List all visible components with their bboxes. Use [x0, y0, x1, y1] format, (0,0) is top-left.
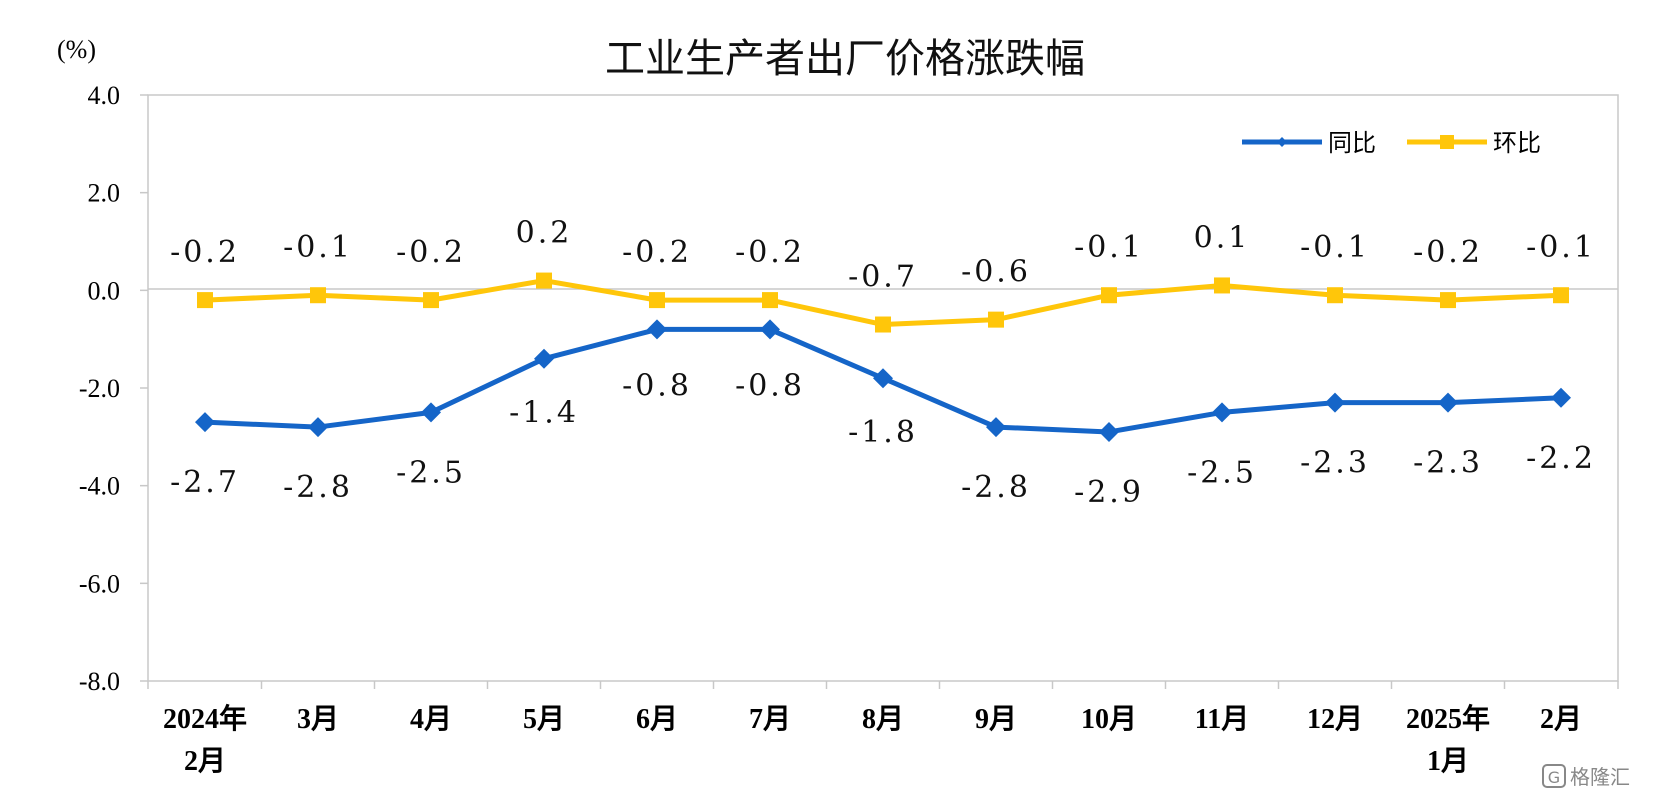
series-2-point — [423, 292, 439, 309]
series-1-point — [195, 412, 215, 433]
watermark-logo-letter: G — [1548, 768, 1560, 787]
x-tick-label: 6月 — [636, 704, 678, 735]
series-1-point — [1325, 392, 1345, 413]
watermark: G 格隆汇 — [1542, 764, 1630, 789]
series-2-point — [536, 272, 552, 289]
x-tick-label: 2月 — [1540, 704, 1582, 735]
series-1-point — [1438, 392, 1458, 413]
series-1-point — [421, 402, 441, 423]
y-tick-label: -4.0 — [79, 472, 120, 501]
series-2-point — [1214, 277, 1230, 294]
x-tick-label: 2024年 — [163, 702, 247, 735]
series-1-point — [760, 319, 780, 340]
x-tick-label: 12月 — [1307, 704, 1363, 735]
series-2-data-label: -0.1 — [1074, 230, 1144, 265]
series-1-data-label: -0.8 — [622, 368, 692, 403]
series-1-data-label: -2.3 — [1300, 446, 1370, 481]
series-layer — [195, 272, 1571, 442]
chart-title: 工业生产者出厂价格涨跌幅 — [605, 36, 1085, 82]
series-2-point — [1101, 287, 1117, 304]
series-1-data-label: -2.3 — [1413, 446, 1483, 481]
series-2-point — [310, 287, 326, 304]
legend-marker-1 — [1277, 137, 1287, 147]
series-1-point — [986, 417, 1006, 438]
series-2-point — [1553, 287, 1569, 304]
series-2-data-label: -0.6 — [961, 255, 1031, 290]
y-tick-label: 2.0 — [88, 179, 121, 208]
y-tick-label: -6.0 — [79, 569, 120, 598]
y-axis-ticks: 4.0 2.0 0.0 -2.0 -4.0 -6.0 -8.0 — [79, 81, 148, 696]
series-2-point — [988, 311, 1004, 328]
y-axis-unit-label: (%) — [57, 35, 96, 64]
x-tick-label: 10月 — [1081, 704, 1137, 735]
series-1-point — [1212, 402, 1232, 423]
series-2-data-label: -0.2 — [396, 235, 466, 270]
x-tick-label: 2月 — [184, 746, 226, 777]
series-1-point — [647, 319, 667, 340]
series-1-data-label: -2.7 — [170, 465, 240, 500]
series-1-data-label: -2.5 — [1187, 455, 1257, 490]
x-axis-ticks: 2024年 2月 3月 4月 5月 6月 7月 8月 9月 10月 11月 12月 2025年 1月 2月 — [147, 681, 1619, 777]
series-2-data-label: 0.2 — [516, 216, 573, 251]
legend-label-2: 环比 — [1493, 129, 1541, 157]
series-1-data-label: -0.8 — [735, 368, 805, 403]
series-2-data-label: -0.1 — [283, 230, 353, 265]
x-tick-label: 3月 — [297, 704, 339, 735]
series-1-point — [534, 348, 554, 369]
x-tick-label: 2025年 — [1406, 702, 1490, 735]
x-tick-label: 5月 — [523, 704, 565, 735]
series-1-point — [1099, 421, 1119, 442]
y-tick-label: 4.0 — [88, 81, 121, 110]
series-1-data-label: -2.8 — [283, 470, 353, 505]
x-tick-label: 9月 — [975, 704, 1017, 735]
series-2-data-label: -0.1 — [1526, 230, 1596, 265]
legend-label-1: 同比 — [1328, 129, 1376, 157]
series-1-point — [1551, 387, 1571, 408]
series-2-point — [649, 292, 665, 309]
x-tick-label: 7月 — [749, 704, 791, 735]
series-2-point — [1440, 292, 1456, 309]
series-2-data-label: -0.2 — [622, 235, 692, 270]
legend: 同比 环比 — [1242, 129, 1541, 157]
y-tick-label: -8.0 — [79, 667, 120, 696]
watermark-text: 格隆汇 — [1570, 765, 1630, 789]
series-1-point — [873, 368, 893, 389]
x-tick-label: 1月 — [1427, 746, 1469, 777]
series-2-data-label: -0.1 — [1300, 230, 1370, 265]
y-tick-label: 0.0 — [88, 276, 121, 305]
series-1-data-label: -2.5 — [396, 455, 466, 490]
series-1-data-label: -1.4 — [509, 396, 579, 431]
series-1-point — [308, 417, 328, 438]
series-1-data-label: -2.8 — [961, 470, 1031, 505]
x-tick-label: 8月 — [862, 704, 904, 735]
series-2-data-label: -0.2 — [735, 235, 805, 270]
series-1-data-label: -2.2 — [1526, 441, 1596, 476]
series-2-data-label: 0.1 — [1194, 220, 1251, 255]
legend-marker-2 — [1440, 135, 1454, 149]
series-2-data-label: -0.2 — [170, 235, 240, 270]
watermark-logo-icon — [1542, 764, 1566, 788]
x-tick-label: 11月 — [1195, 704, 1249, 735]
series-2-point — [762, 292, 778, 309]
x-tick-label: 4月 — [410, 704, 452, 735]
series-2-point — [1327, 287, 1343, 304]
series-2-point — [197, 292, 213, 309]
data-labels: -2.7 -2.8 -2.5 -1.4 -0.8 -0.8 -1.8 -2.8 -2.9 -2.5… — [170, 216, 1596, 510]
series-1-data-label: -2.9 — [1074, 475, 1144, 510]
series-1-data-label: -1.8 — [848, 415, 918, 450]
series-2-data-label: -0.2 — [1413, 235, 1483, 270]
series-2-data-label: -0.7 — [848, 260, 918, 295]
y-tick-label: -2.0 — [79, 374, 120, 403]
series-2-point — [875, 316, 891, 333]
